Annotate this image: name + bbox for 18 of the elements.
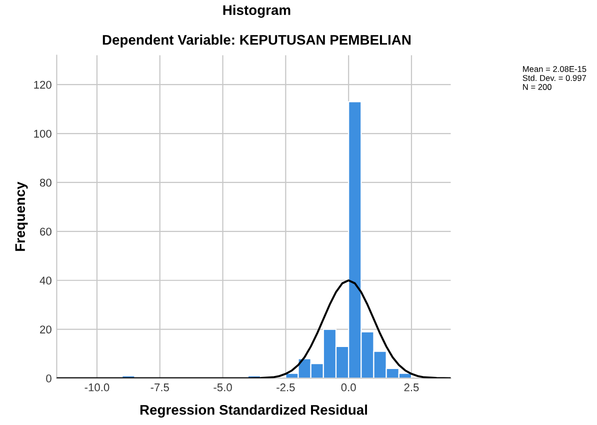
y-tick-label: 60	[40, 228, 52, 236]
y-tick-label: 40	[40, 276, 52, 285]
x-axis-title: Regression Standardized Residual	[140, 404, 367, 418]
x-tick-label: 0.0	[341, 383, 356, 392]
x-tick-label: -10.0	[84, 383, 110, 392]
y-tick-label: 20	[40, 326, 52, 334]
x-tick-label: -7.5	[150, 384, 169, 392]
chart-title: Histogram	[223, 4, 290, 18]
chart-subtitle: Dependent Variable: KEPUTUSAN PEMBELIAN	[102, 34, 411, 48]
y-tick-label: 120	[34, 80, 52, 89]
y-axis-title: Frequency	[15, 182, 28, 251]
x-tick-label: 2.5	[404, 383, 419, 392]
y-tick-label: 0	[46, 374, 52, 382]
y-tick-label: 100	[34, 130, 52, 138]
y-tick-label: 80	[40, 178, 52, 187]
x-tick-label: -2.5	[276, 383, 295, 392]
x-tick-label: -5.0	[214, 383, 232, 392]
text: Mean = 2.08E-15 Std. Dev. = 0.997 N = 200	[522, 66, 586, 90]
